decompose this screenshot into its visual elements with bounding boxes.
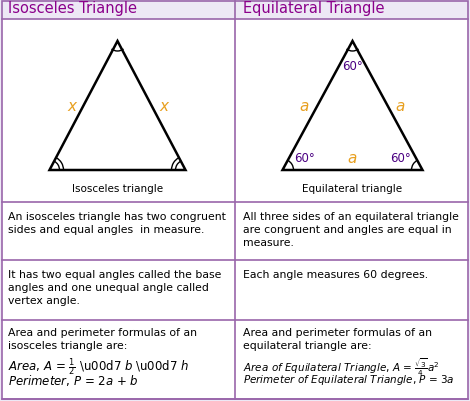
Text: a: a [396, 99, 405, 114]
Text: a: a [300, 99, 309, 114]
Bar [235, 20, 468, 203]
Text: Equilateral triangle: Equilateral triangle [302, 184, 403, 194]
Text: a: a [348, 151, 357, 166]
Text: equilateral triangle are:: equilateral triangle are: [243, 340, 372, 350]
Text: It has two equal angles called the base: It has two equal angles called the base [8, 269, 221, 279]
Bar [2, 203, 468, 260]
Text: are congruent and angles are equal in: are congruent and angles are equal in [243, 225, 452, 235]
Text: Isosceles Triangle: Isosceles Triangle [8, 2, 137, 16]
Text: angles and one unequal angle called: angles and one unequal angle called [8, 282, 209, 292]
Text: 60°: 60° [294, 152, 315, 165]
Text: Area and perimeter formulas of an: Area and perimeter formulas of an [8, 327, 197, 337]
Text: $\mathit{Perimeter}$, $\mathit{P}$ = 2$\mathit{a}$ + $\mathit{b}$: $\mathit{Perimeter}$, $\mathit{P}$ = 2$\… [8, 372, 139, 387]
Bar [2, 260, 468, 320]
Text: sides and equal angles  in measure.: sides and equal angles in measure. [8, 225, 204, 235]
Text: Area and perimeter formulas of an: Area and perimeter formulas of an [243, 327, 432, 337]
Text: 60°: 60° [342, 59, 363, 72]
Text: isosceles triangle are:: isosceles triangle are: [8, 340, 127, 350]
Text: All three sides of an equilateral triangle: All three sides of an equilateral triang… [243, 211, 459, 221]
Text: Equilateral Triangle: Equilateral Triangle [243, 2, 384, 16]
Text: An isosceles triangle has two congruent: An isosceles triangle has two congruent [8, 211, 226, 221]
Text: 60°: 60° [390, 152, 411, 165]
Text: $\mathit{Area\ of\ Equilateral\ Triangle}$, $\mathit{A}$ = $\frac{\sqrt{3}}{4}\m: $\mathit{Area\ of\ Equilateral\ Triangle… [243, 355, 440, 377]
Bar [2, 0, 235, 20]
Bar [2, 320, 468, 399]
Text: Each angle measures 60 degrees.: Each angle measures 60 degrees. [243, 269, 428, 279]
Text: Isosceles triangle: Isosceles triangle [72, 184, 163, 194]
Bar [235, 0, 468, 20]
Text: x: x [67, 99, 76, 114]
Text: vertex angle.: vertex angle. [8, 295, 80, 305]
Text: $\mathit{Area}$, $\mathit{A}$ = $\frac{1}{2}$ \u00d7 $\mathit{b}$ \u00d7 $\mathi: $\mathit{Area}$, $\mathit{A}$ = $\frac{1… [8, 355, 189, 377]
Text: measure.: measure. [243, 237, 294, 247]
Text: $\mathit{Perimeter\ of\ Equilateral\ Triangle}$, $\mathit{P}$ = 3$\mathit{a}$: $\mathit{Perimeter\ of\ Equilateral\ Tri… [243, 372, 454, 386]
Bar [2, 20, 235, 203]
Text: x: x [159, 99, 168, 114]
